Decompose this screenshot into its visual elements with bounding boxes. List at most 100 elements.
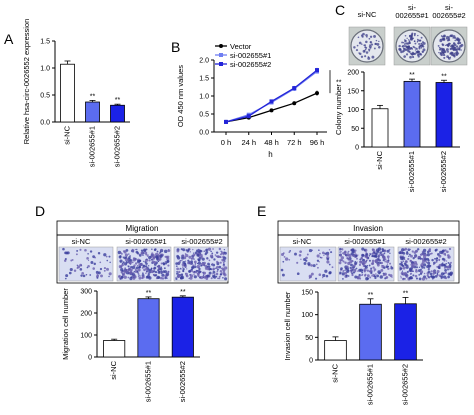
cell-dot — [202, 271, 206, 275]
cell-dot — [193, 275, 197, 279]
colony-dot — [438, 46, 441, 49]
series-line-2 — [225, 69, 318, 123]
category-label: si-002655#2 — [113, 126, 122, 167]
cell-dot — [370, 275, 373, 277]
cell-dot — [432, 271, 436, 275]
cell-dot — [342, 278, 344, 280]
cell-dot — [400, 271, 404, 275]
colony-dot — [369, 41, 373, 44]
cell-dot — [427, 264, 431, 268]
cell-dot — [419, 272, 423, 275]
colony-dot — [460, 49, 462, 51]
cell-dot — [109, 261, 111, 264]
cell-dot — [300, 258, 302, 260]
colony-dot — [416, 38, 419, 41]
cell-dot — [339, 271, 342, 274]
cell-dot — [182, 268, 185, 271]
cell-dot — [87, 253, 89, 255]
colony-dot — [457, 52, 460, 55]
significance-mark: ** — [336, 80, 342, 87]
y-tick-label: 1.0 — [40, 66, 50, 73]
cell-dot — [399, 256, 402, 259]
cell-dot — [79, 248, 82, 251]
colony-dot — [453, 46, 456, 49]
cell-dot — [154, 252, 159, 257]
cell-dot — [322, 273, 326, 278]
colony-dot — [373, 47, 376, 50]
cell-dot — [183, 256, 187, 260]
colony-dot — [419, 39, 422, 42]
cell-dot — [204, 276, 207, 279]
colony-dot — [443, 56, 446, 59]
cell-dot — [344, 269, 346, 271]
category-label: si-NC — [63, 125, 72, 144]
panel-label-e: E — [257, 203, 266, 219]
colony-dot — [364, 55, 367, 58]
cell-dot — [136, 252, 140, 255]
cell-dot — [440, 275, 444, 279]
cell-dot — [218, 277, 221, 280]
cell-dot — [140, 252, 143, 255]
cell-dot — [298, 254, 302, 257]
cell-dot — [221, 267, 225, 271]
cell-dot — [381, 253, 384, 257]
cell-dot — [402, 260, 404, 262]
colony-dot — [418, 52, 422, 56]
cell-dot — [401, 270, 404, 272]
colony-dot — [417, 40, 419, 42]
cell-dot — [184, 253, 187, 255]
cell-dot — [85, 274, 87, 276]
cell-dot — [181, 254, 185, 258]
cell-dot — [146, 270, 148, 273]
cell-dot — [120, 252, 123, 255]
cell-dot — [426, 274, 429, 277]
cell-dot — [424, 257, 428, 261]
cell-dot — [382, 272, 385, 275]
cell-dot — [449, 263, 451, 266]
y-axis-label: OD 450 nm values — [176, 65, 185, 127]
cell-dot — [192, 266, 195, 269]
colony-dot — [422, 48, 426, 52]
cell-dot — [401, 251, 404, 254]
significance-mark: ** — [180, 289, 186, 296]
cell-dot — [387, 267, 390, 270]
cell-dot — [387, 258, 390, 260]
colony-dot — [411, 32, 414, 35]
cell-dot — [128, 253, 130, 255]
colony-dot — [408, 50, 411, 54]
cell-dot — [103, 266, 107, 270]
cell-dot — [137, 260, 141, 264]
cell-dot — [188, 255, 192, 259]
cell-dot — [318, 261, 320, 263]
cell-dot — [133, 270, 135, 273]
cell-dot — [427, 268, 430, 271]
colony-dot — [420, 44, 423, 48]
cell-dot — [105, 255, 108, 258]
cell-dot — [188, 277, 190, 280]
bar-2 — [110, 104, 125, 123]
colony-dot — [455, 38, 458, 41]
panel-label-a: A — [4, 31, 14, 47]
cell-dot — [376, 274, 380, 278]
cell-dot — [447, 256, 450, 259]
cell-dot — [212, 268, 215, 271]
colony-dot — [404, 43, 406, 45]
colony-dot — [443, 50, 447, 54]
cell-dot — [178, 260, 181, 264]
bar-0 — [60, 63, 75, 123]
colony-dot — [353, 46, 356, 49]
cell-dot — [328, 271, 332, 275]
cell-dot — [164, 249, 168, 254]
cell-dot — [86, 257, 89, 260]
cell-dot — [206, 267, 210, 271]
cell-dot — [206, 274, 210, 278]
cell-dot — [194, 264, 196, 266]
cell-dot — [443, 266, 446, 269]
image-label: si-002655#1 — [395, 3, 428, 20]
cell-dot — [164, 255, 167, 258]
cell-dot — [121, 264, 124, 267]
cell-dot — [378, 261, 380, 263]
cell-dot — [200, 264, 203, 267]
cell-dot — [137, 272, 140, 275]
cell-dot — [222, 271, 226, 275]
